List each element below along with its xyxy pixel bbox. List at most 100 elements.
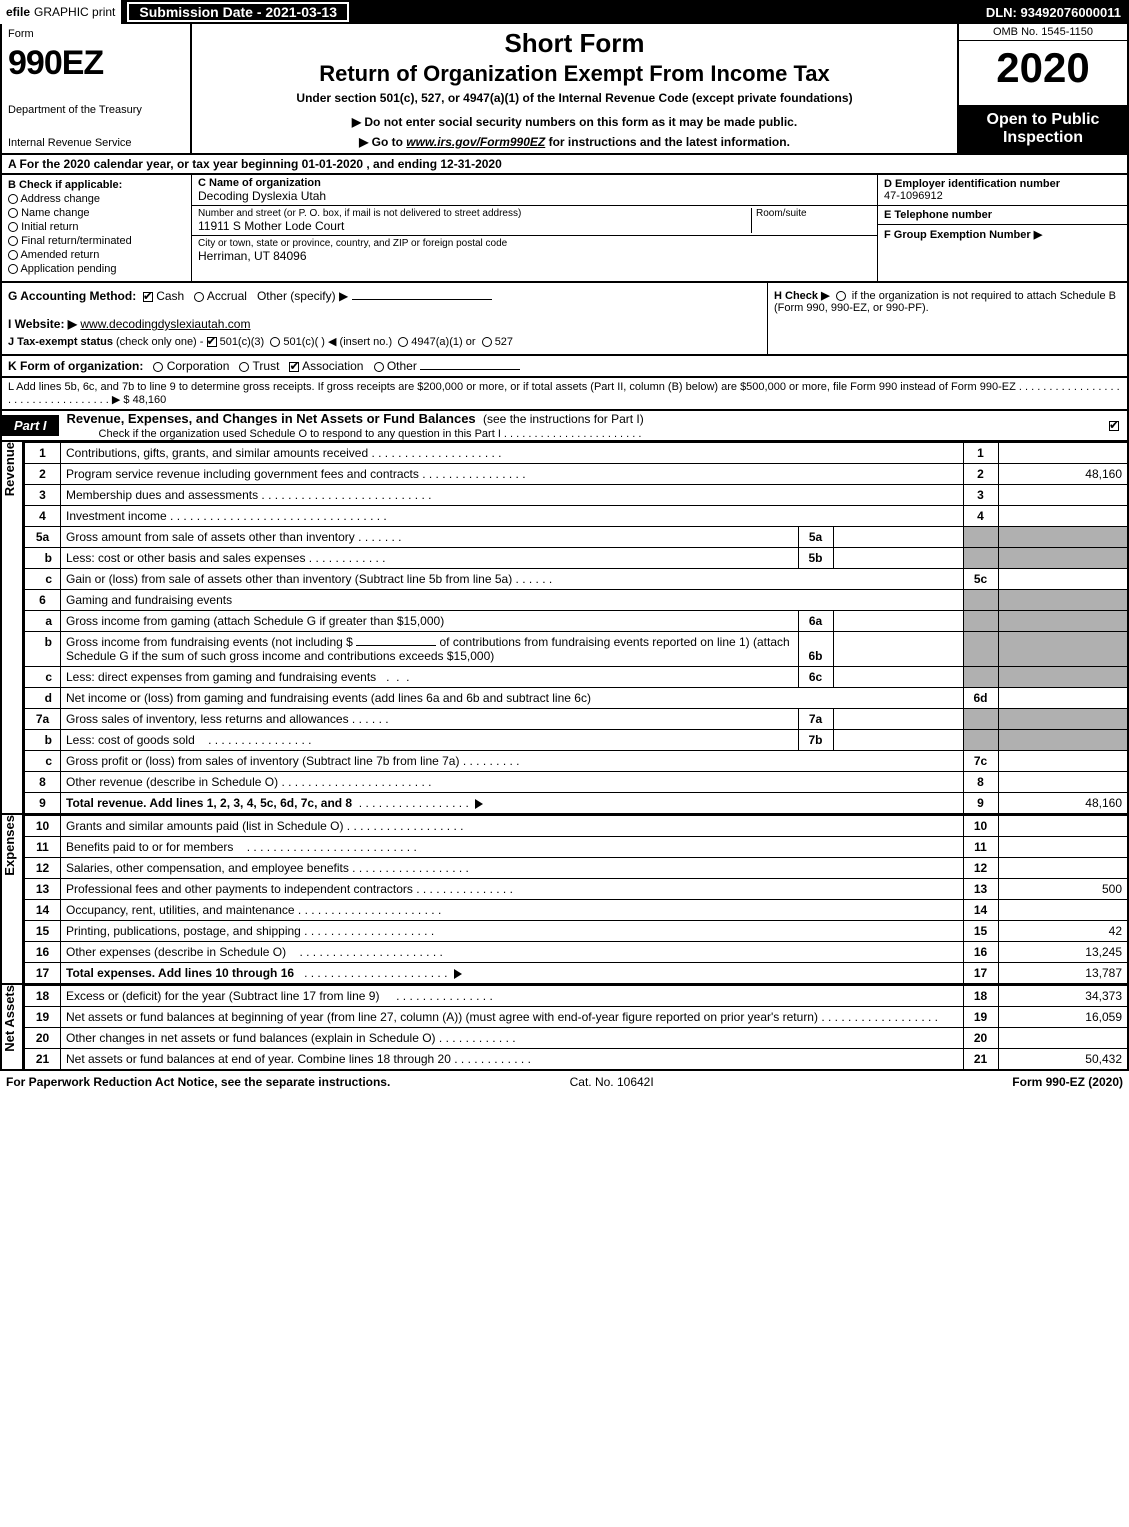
col-g-i-j: G Accounting Method: Cash Accrual Other … <box>2 283 767 354</box>
addr-row: Number and street (or P. O. box, if mail… <box>192 206 877 236</box>
line-8: 8Other revenue (describe in Schedule O) … <box>25 772 1129 793</box>
chk-501c[interactable] <box>270 337 280 347</box>
goto-pre: ▶ Go to <box>359 135 406 149</box>
city-row: City or town, state or province, country… <box>192 236 877 265</box>
revenue-table: 1Contributions, gifts, grants, and simil… <box>24 442 1129 815</box>
omb-number: OMB No. 1545-1150 <box>959 24 1127 41</box>
line-17: 17Total expenses. Add lines 10 through 1… <box>25 963 1129 985</box>
revenue-section: Revenue 1Contributions, gifts, grants, a… <box>0 442 1129 815</box>
form-header: Form 990EZ Department of the Treasury In… <box>0 24 1129 155</box>
efile-rest: GRAPHIC print <box>34 5 115 19</box>
chk-name-change[interactable]: Name change <box>8 207 185 219</box>
line-2: 2Program service revenue including gover… <box>25 464 1129 485</box>
line-6a: aGross income from gaming (attach Schedu… <box>25 611 1129 632</box>
line-9: 9Total revenue. Add lines 1, 2, 3, 4, 5c… <box>25 793 1129 815</box>
expenses-label: Expenses <box>0 815 24 985</box>
line-13: 13Professional fees and other payments t… <box>25 879 1129 900</box>
line-1: 1Contributions, gifts, grants, and simil… <box>25 443 1129 464</box>
chk-corp[interactable] <box>153 362 163 372</box>
open-inspection: Open to Public Inspection <box>959 105 1127 153</box>
line-7b: bLess: cost of goods sold . . . . . . . … <box>25 730 1129 751</box>
arrow-icon <box>475 799 483 809</box>
line-5a: 5aGross amount from sale of assets other… <box>25 527 1129 548</box>
goto-line: ▶ Go to www.irs.gov/Form990EZ for instru… <box>200 135 949 149</box>
chk-final-return[interactable]: Final return/terminated <box>8 235 185 247</box>
part1-tag: Part I <box>2 415 59 436</box>
chk-initial-return[interactable]: Initial return <box>8 221 185 233</box>
line-11: 11Benefits paid to or for members . . . … <box>25 837 1129 858</box>
line-5c: cGain or (loss) from sale of assets othe… <box>25 569 1129 590</box>
line-20: 20Other changes in net assets or fund ba… <box>25 1028 1129 1049</box>
website-value[interactable]: www.decodingdyslexiautah.com <box>80 317 250 331</box>
dept-irs: Internal Revenue Service <box>8 137 184 149</box>
chk-trust[interactable] <box>239 362 249 372</box>
goto-post: for instructions and the latest informat… <box>549 135 790 149</box>
chk-other[interactable] <box>374 362 384 372</box>
chk-schedule-b[interactable] <box>836 291 846 301</box>
efile-badge: efile GRAPHIC print <box>0 0 121 24</box>
line-3: 3Membership dues and assessments . . . .… <box>25 485 1129 506</box>
chk-4947[interactable] <box>398 337 408 347</box>
goto-link[interactable]: www.irs.gov/Form990EZ <box>406 135 545 149</box>
chk-amended[interactable]: Amended return <box>8 249 185 261</box>
col-h: H Check ▶ if the organization is not req… <box>767 283 1127 354</box>
chk-address-change[interactable]: Address change <box>8 193 185 205</box>
netassets-label: Net Assets <box>0 985 24 1071</box>
line-19: 19Net assets or fund balances at beginni… <box>25 1007 1129 1028</box>
tax-exempt-row: J Tax-exempt status (check only one) - 5… <box>8 335 761 348</box>
line-6d: dNet income or (loss) from gaming and fu… <box>25 688 1129 709</box>
efile-word: efile <box>6 5 30 19</box>
row-a-taxyear: A For the 2020 calendar year, or tax yea… <box>0 155 1129 175</box>
header-left: Form 990EZ Department of the Treasury In… <box>2 24 192 153</box>
line-15: 15Printing, publications, postage, and s… <box>25 921 1129 942</box>
org-name: Decoding Dyslexia Utah <box>198 189 326 203</box>
group-exempt-row: F Group Exemption Number ▶ <box>878 225 1127 281</box>
expenses-table: 10Grants and similar amounts paid (list … <box>24 815 1129 985</box>
room-suite: Room/suite <box>751 208 871 233</box>
line-7a: 7aGross sales of inventory, less returns… <box>25 709 1129 730</box>
header-right: OMB No. 1545-1150 2020 Open to Public In… <box>957 24 1127 153</box>
part1-schedO-check[interactable] <box>1109 419 1127 433</box>
line-6: 6Gaming and fundraising events <box>25 590 1129 611</box>
header-center: Short Form Return of Organization Exempt… <box>192 24 957 153</box>
chk-app-pending[interactable]: Application pending <box>8 263 185 275</box>
chk-501c3[interactable] <box>207 337 217 347</box>
row-l: L Add lines 5b, 6c, and 7b to line 9 to … <box>0 378 1129 411</box>
line-12: 12Salaries, other compensation, and empl… <box>25 858 1129 879</box>
city-label: City or town, state or province, country… <box>198 238 507 249</box>
line-21: 21Net assets or fund balances at end of … <box>25 1049 1129 1071</box>
addr-value: 11911 S Mother Lode Court <box>198 219 751 233</box>
warn-ssn: ▶ Do not enter social security numbers o… <box>200 115 949 129</box>
chk-assoc[interactable] <box>289 362 299 372</box>
part1-title: Revenue, Expenses, and Changes in Net As… <box>59 411 476 426</box>
page-footer: For Paperwork Reduction Act Notice, see … <box>0 1071 1129 1093</box>
line-16: 16Other expenses (describe in Schedule O… <box>25 942 1129 963</box>
title-return: Return of Organization Exempt From Incom… <box>200 61 949 87</box>
org-name-row: C Name of organization Decoding Dyslexia… <box>192 175 877 206</box>
phone-label: E Telephone number <box>884 209 992 221</box>
tax-year: 2020 <box>959 41 1127 95</box>
revenue-label: Revenue <box>0 442 24 815</box>
line-6c: cLess: direct expenses from gaming and f… <box>25 667 1129 688</box>
line-4: 4Investment income . . . . . . . . . . .… <box>25 506 1129 527</box>
dln: DLN: 93492076000011 <box>986 5 1129 20</box>
col-b-title: B Check if applicable: <box>8 179 185 191</box>
ein-row: D Employer identification number 47-1096… <box>878 175 1127 206</box>
form-word: Form <box>8 28 184 40</box>
row-k: K Form of organization: Corporation Trus… <box>0 356 1129 378</box>
line-18: 18Excess or (deficit) for the year (Subt… <box>25 986 1129 1007</box>
footer-left: For Paperwork Reduction Act Notice, see … <box>6 1075 390 1089</box>
chk-accrual[interactable] <box>194 292 204 302</box>
title-under: Under section 501(c), 527, or 4947(a)(1)… <box>200 91 949 105</box>
line-7c: cGross profit or (loss) from sales of in… <box>25 751 1129 772</box>
col-d-e-f: D Employer identification number 47-1096… <box>877 175 1127 281</box>
form-number: 990EZ <box>8 44 184 83</box>
accounting-method: G Accounting Method: Cash Accrual Other … <box>8 289 761 303</box>
group-exempt-label: F Group Exemption Number ▶ <box>884 229 1042 241</box>
chk-cash[interactable] <box>143 292 153 302</box>
line-6b: bGross income from fundraising events (n… <box>25 632 1129 667</box>
chk-527[interactable] <box>482 337 492 347</box>
footer-catno: Cat. No. 10642I <box>570 1075 654 1089</box>
part1-note: (see the instructions for Part I) <box>479 412 644 426</box>
line-10: 10Grants and similar amounts paid (list … <box>25 816 1129 837</box>
